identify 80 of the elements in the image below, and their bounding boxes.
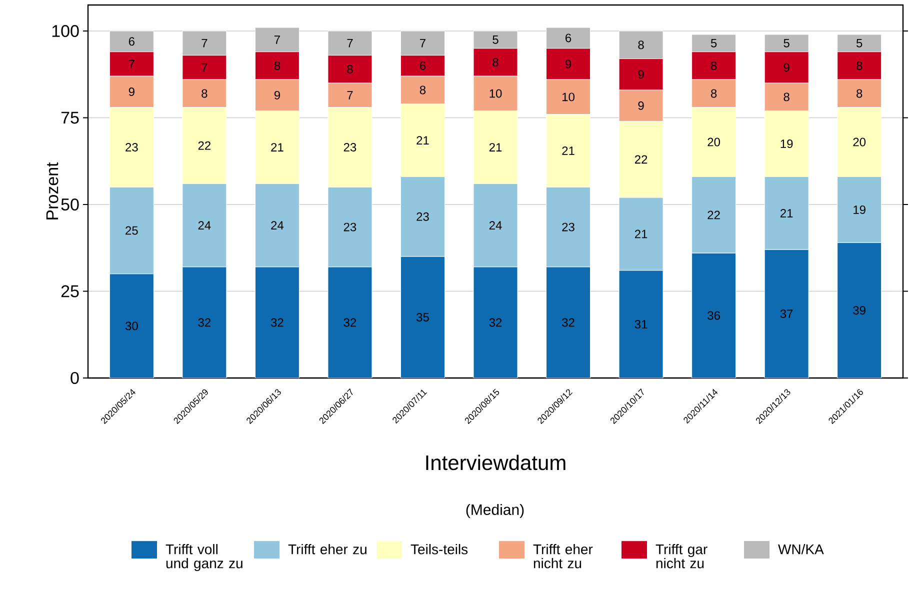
data-label: 8: [420, 86, 426, 94]
data-label: 22: [708, 210, 720, 220]
y-tick-label: 25: [61, 285, 79, 298]
data-label: 21: [416, 136, 429, 144]
data-label: 8: [784, 92, 790, 102]
data-label: 23: [416, 212, 429, 221]
data-label: 30: [125, 322, 138, 330]
data-label: 10: [562, 92, 574, 102]
data-label: 21: [634, 230, 648, 238]
data-label: 5: [784, 38, 790, 48]
data-label: 9: [638, 101, 644, 110]
data-label: 20: [708, 138, 720, 146]
data-label: 9: [128, 87, 134, 96]
data-label: 21: [780, 208, 793, 218]
data-label: 9: [784, 63, 790, 72]
data-label: 36: [708, 311, 720, 320]
data-label: 31: [634, 320, 648, 328]
data-label: 23: [126, 143, 138, 152]
data-label: 9: [566, 60, 572, 68]
text: (Median): [466, 504, 524, 518]
data-label: 35: [416, 313, 429, 322]
data-label: 23: [562, 222, 574, 232]
data-label: 32: [562, 318, 574, 327]
data-label: 24: [271, 221, 284, 230]
data-label: 23: [344, 222, 356, 232]
data-label: 5: [492, 36, 498, 44]
data-label: 9: [274, 90, 280, 100]
data-label: 22: [634, 155, 648, 164]
legend-label: Trifft eher zu: [288, 544, 366, 554]
data-label: 7: [420, 39, 426, 48]
data-label: 7: [347, 91, 353, 100]
data-label: 7: [347, 39, 353, 48]
data-label: 8: [638, 40, 644, 50]
y-tick-label: 100: [52, 24, 79, 38]
data-label: 7: [128, 60, 134, 68]
data-label: 6: [566, 34, 572, 42]
legend-label: Trifft eher nicht zu: [533, 544, 593, 568]
data-label: 5: [710, 38, 717, 48]
legend-label: Trifft gar nicht zu: [656, 544, 708, 568]
data-label: 7: [274, 36, 280, 44]
y-tick-label: 0: [70, 372, 79, 384]
data-label: 37: [780, 310, 793, 318]
data-label: 21: [562, 146, 574, 155]
data-label: 8: [856, 89, 862, 98]
data-label: 22: [198, 141, 211, 150]
data-label: 8: [492, 58, 498, 66]
data-label: 24: [489, 221, 502, 230]
data-label: 32: [198, 318, 211, 327]
data-label: 21: [489, 143, 502, 152]
data-label: 8: [274, 61, 280, 70]
data-label: 24: [198, 221, 211, 230]
data-label: 8: [202, 89, 208, 98]
data-label: 6: [420, 61, 426, 70]
data-label: 32: [489, 318, 502, 327]
data-label: 23: [344, 143, 356, 152]
x-axis-title: Interviewdatum: [426, 454, 566, 470]
y-tick-label: 50: [61, 198, 79, 211]
data-label: 6: [128, 37, 134, 46]
data-label: 9: [638, 70, 644, 79]
data-label: 8: [710, 89, 717, 98]
data-label: 19: [780, 140, 793, 148]
legend-label: WN/KA: [778, 544, 824, 554]
data-label: 19: [854, 205, 866, 214]
data-label: 20: [853, 138, 866, 146]
data-label: 8: [347, 64, 353, 74]
data-label: 25: [126, 226, 138, 235]
data-label: 8: [710, 61, 717, 70]
data-label: 39: [853, 306, 866, 315]
data-label: 7: [202, 39, 208, 48]
data-label: 32: [344, 318, 356, 327]
data-label: 21: [271, 143, 284, 152]
legend-label: Teils-teils: [410, 544, 468, 554]
legend-label: Trifft voll und ganz zu: [166, 544, 242, 572]
y-axis-title: Prozent: [46, 162, 58, 220]
data-label: 7: [202, 63, 208, 72]
data-label: 8: [856, 61, 862, 70]
data-label: 32: [270, 318, 284, 327]
data-label: 10: [490, 89, 502, 98]
y-tick-label: 75: [61, 112, 79, 124]
data-label: 5: [856, 38, 862, 48]
